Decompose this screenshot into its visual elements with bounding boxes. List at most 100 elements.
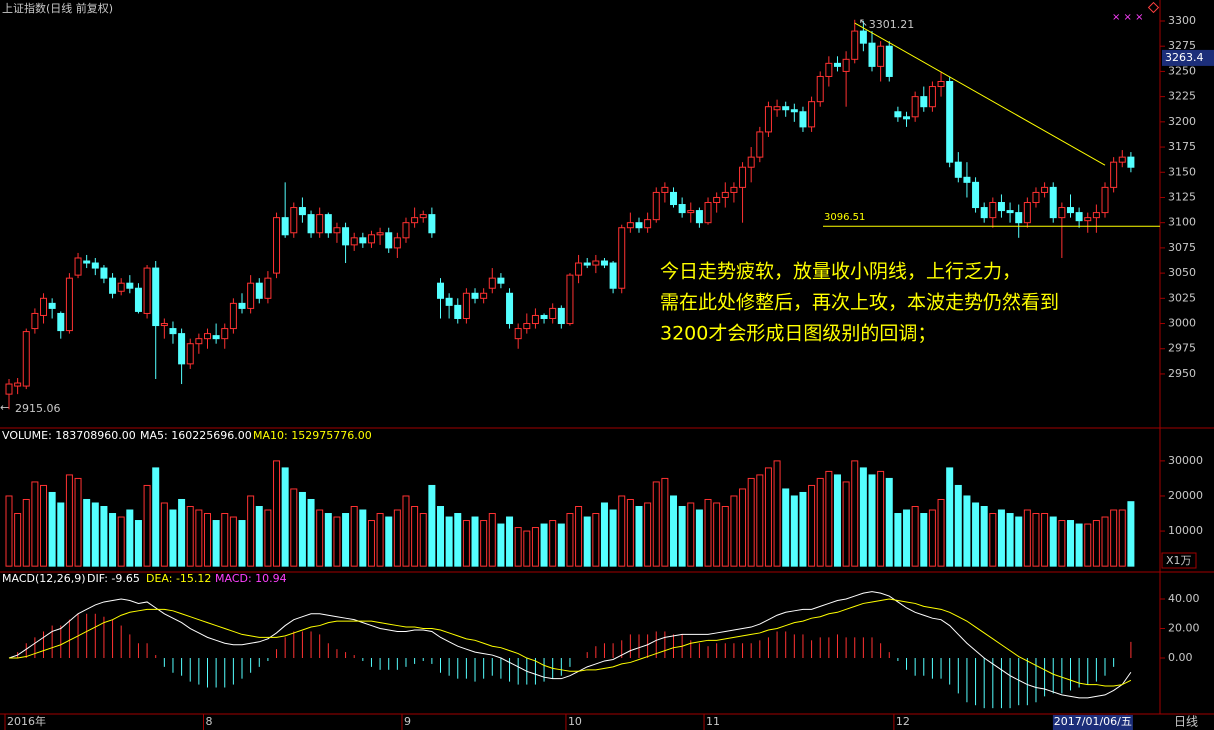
volume-bar bbox=[851, 460, 859, 567]
volume-bar bbox=[273, 460, 281, 567]
candle bbox=[31, 308, 39, 334]
candle bbox=[894, 106, 902, 122]
candle-body bbox=[152, 267, 160, 327]
candle bbox=[1110, 157, 1118, 193]
window-controls[interactable]: × × × bbox=[1112, 12, 1144, 23]
candle bbox=[928, 81, 936, 112]
macd-header: MACD: 10.94 bbox=[215, 572, 287, 585]
volume-bar bbox=[842, 481, 850, 567]
volume-bar bbox=[290, 488, 298, 567]
candle-body bbox=[57, 312, 65, 332]
candle bbox=[385, 227, 393, 253]
candle bbox=[721, 182, 729, 208]
volume-bar bbox=[816, 477, 824, 567]
candle-body bbox=[22, 331, 30, 387]
volume-bar bbox=[445, 516, 453, 567]
annotation: 今日走势疲软，放量收小阴线，上行乏力， bbox=[660, 261, 1021, 283]
volume-bar bbox=[316, 509, 324, 567]
y-tick-label: 3225 bbox=[1168, 90, 1196, 103]
candle-body bbox=[833, 62, 841, 67]
volume-bar bbox=[937, 498, 945, 567]
volume-bar bbox=[74, 477, 82, 567]
volume-bar bbox=[195, 509, 203, 567]
candle bbox=[1006, 202, 1014, 223]
candle bbox=[678, 197, 686, 218]
volume-bar bbox=[333, 516, 341, 567]
candle bbox=[808, 96, 816, 132]
candle-body bbox=[342, 227, 350, 246]
candle bbox=[134, 283, 142, 314]
volume-bar bbox=[428, 484, 436, 567]
candle bbox=[600, 257, 608, 269]
volume-bar bbox=[808, 484, 816, 567]
candle-body bbox=[756, 131, 764, 158]
y-tick-label: 3175 bbox=[1168, 140, 1196, 153]
unit-bg bbox=[1161, 552, 1197, 569]
candle bbox=[575, 254, 583, 284]
volume-bar bbox=[885, 477, 893, 567]
candle bbox=[229, 298, 237, 334]
candle bbox=[954, 152, 962, 183]
candle bbox=[816, 71, 824, 107]
candle bbox=[100, 265, 108, 284]
volume-bar bbox=[566, 513, 574, 567]
volume-bar bbox=[480, 520, 488, 567]
volume-bar bbox=[212, 520, 220, 567]
candle-body bbox=[126, 282, 134, 289]
window-button[interactable] bbox=[1147, 1, 1160, 14]
candle-body bbox=[566, 274, 574, 325]
candle bbox=[316, 207, 324, 238]
candle-body bbox=[445, 297, 453, 306]
candle-body bbox=[186, 343, 194, 365]
volume-bar bbox=[592, 513, 600, 567]
volume-bar bbox=[359, 509, 367, 567]
y-tick-label: 3100 bbox=[1168, 216, 1196, 229]
candle bbox=[972, 177, 980, 213]
candle-body bbox=[868, 42, 876, 67]
candle bbox=[324, 212, 332, 238]
candle bbox=[393, 232, 401, 258]
candle bbox=[212, 323, 220, 344]
volume-bar bbox=[1127, 501, 1135, 567]
volume-bar bbox=[868, 474, 876, 567]
candle bbox=[1075, 207, 1083, 228]
candle-body bbox=[1084, 217, 1092, 222]
volume-bar bbox=[221, 513, 229, 567]
volume-bar bbox=[1075, 523, 1083, 567]
volume-bar bbox=[1006, 513, 1014, 567]
volume-bar bbox=[764, 467, 772, 567]
y-tick-label: 2950 bbox=[1168, 367, 1196, 380]
y-tick-label: 3125 bbox=[1168, 190, 1196, 203]
candle bbox=[203, 328, 211, 349]
candle-body bbox=[14, 382, 22, 387]
candle bbox=[437, 278, 444, 319]
candle-body bbox=[100, 267, 108, 279]
candle-body bbox=[747, 156, 755, 168]
volume-bar bbox=[134, 520, 142, 567]
volume-bar bbox=[307, 498, 315, 567]
macd-line bbox=[9, 598, 1132, 687]
y-tick-label: 3050 bbox=[1168, 266, 1196, 279]
candle bbox=[411, 207, 419, 228]
candle bbox=[83, 254, 91, 269]
candle-body bbox=[367, 234, 375, 244]
candle-body bbox=[65, 277, 73, 332]
trend-line bbox=[854, 22, 1106, 166]
candle bbox=[773, 99, 781, 117]
candle-body bbox=[143, 267, 151, 314]
candle-body bbox=[946, 81, 954, 163]
candle bbox=[350, 232, 358, 251]
candle bbox=[298, 197, 306, 223]
candle-body bbox=[531, 314, 539, 325]
candle-body bbox=[376, 232, 384, 236]
candle-body bbox=[221, 328, 229, 340]
candle bbox=[644, 212, 652, 233]
candle-body bbox=[298, 207, 306, 216]
volume-bar bbox=[126, 509, 134, 567]
candle-body bbox=[402, 222, 410, 239]
candle-body bbox=[989, 202, 997, 219]
volume-bar bbox=[747, 477, 755, 567]
candle-body bbox=[764, 106, 772, 133]
candle bbox=[833, 56, 841, 72]
